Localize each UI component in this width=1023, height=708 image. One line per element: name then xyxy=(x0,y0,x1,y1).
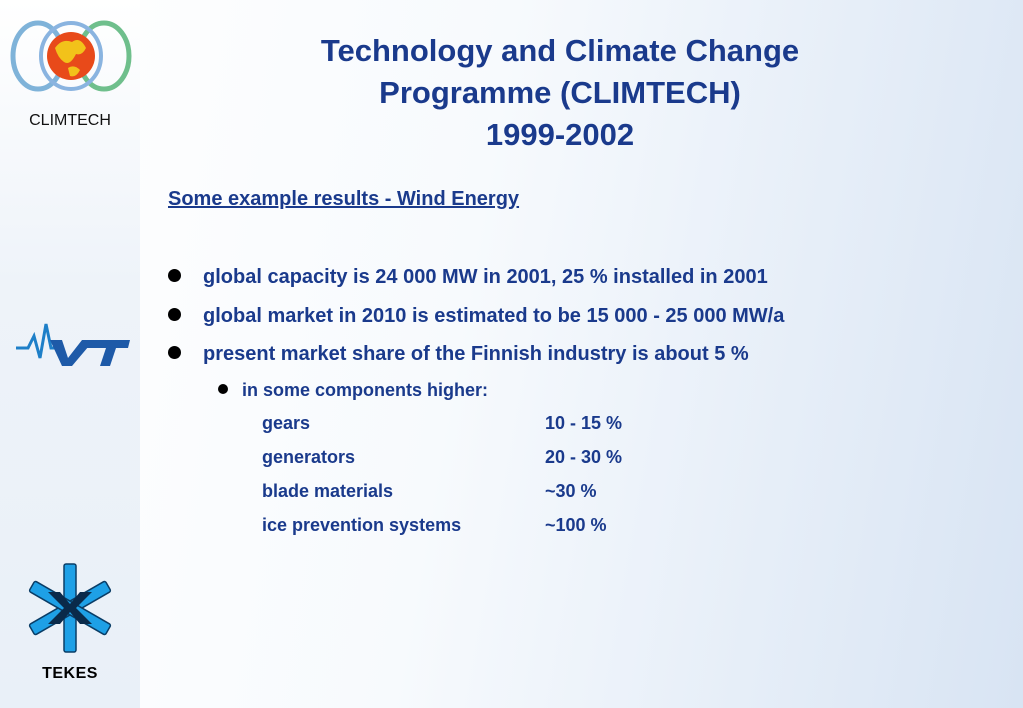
component-row: gears 10 - 15 % xyxy=(262,413,622,434)
bullet-dot-icon xyxy=(168,308,181,321)
bullet-text: present market share of the Finnish indu… xyxy=(203,343,749,365)
component-name: gears xyxy=(262,413,311,433)
component-value: ~30 % xyxy=(545,481,597,501)
bullet-dot-icon xyxy=(168,346,181,359)
component-value: ~100 % xyxy=(545,515,607,535)
bullet-item: global capacity is 24 000 MW in 2001, 25… xyxy=(168,266,768,289)
title-line-2: Programme (CLIMTECH) xyxy=(379,75,741,110)
component-name: blade materials xyxy=(262,481,394,501)
tekes-logo xyxy=(28,563,112,653)
bullet-dot-icon xyxy=(168,269,181,282)
section-subheading: Some example results - Wind Energy xyxy=(168,188,520,210)
bullet-text: global capacity is 24 000 MW in 2001, 25… xyxy=(203,266,768,288)
vtt-logo xyxy=(16,323,130,366)
sidebar: CLIMTECH TEKES xyxy=(0,0,140,708)
component-name: generators xyxy=(262,447,356,467)
climtech-globe-logo xyxy=(10,20,132,92)
component-row: ice prevention systems ~100 % xyxy=(262,515,607,536)
bullet-dot-icon xyxy=(218,384,228,394)
bullet-text: global market in 2010 is estimated to be… xyxy=(203,305,785,327)
title-line-1: Technology and Climate Change xyxy=(320,33,800,68)
component-name: ice prevention systems xyxy=(262,515,462,535)
component-value: 20 - 30 % xyxy=(545,447,623,467)
climtech-label: CLIMTECH xyxy=(29,112,111,129)
tekes-label: TEKES xyxy=(42,665,98,682)
title-line-3: 1999-2002 xyxy=(485,117,635,152)
bullet-item: global market in 2010 is estimated to be… xyxy=(168,305,784,328)
sub-bullet-text: in some components higher: xyxy=(242,380,489,400)
component-row: generators 20 - 30 % xyxy=(262,447,622,468)
component-value: 10 - 15 % xyxy=(545,413,623,433)
bullet-item: present market share of the Finnish indu… xyxy=(168,343,749,366)
component-row: blade materials ~30 % xyxy=(262,481,597,502)
sub-bullet-item: in some components higher: xyxy=(218,380,488,401)
page-title: Technology and Climate Change Programme … xyxy=(230,30,890,156)
